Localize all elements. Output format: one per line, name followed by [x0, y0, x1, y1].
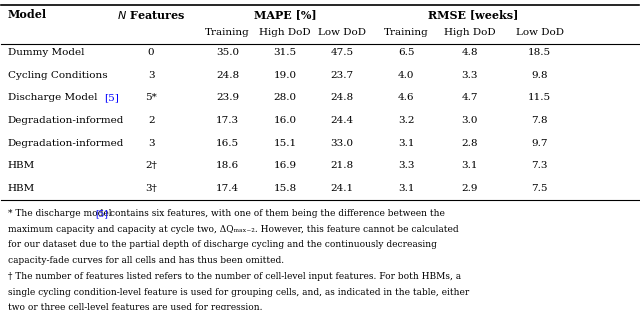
Text: 3.1: 3.1 — [461, 161, 478, 170]
Text: Training: Training — [205, 28, 250, 37]
Text: Degradation-informed: Degradation-informed — [8, 116, 124, 125]
Text: Degradation-informed: Degradation-informed — [8, 139, 124, 148]
Text: 7.8: 7.8 — [532, 116, 548, 125]
Text: 7.3: 7.3 — [532, 161, 548, 170]
Text: maximum capacity and capacity at cycle two, ΔQₘₐₓ₋₂. However, this feature canno: maximum capacity and capacity at cycle t… — [8, 225, 458, 234]
Text: 2†: 2† — [145, 161, 157, 170]
Text: 9.8: 9.8 — [532, 71, 548, 80]
Text: HBM: HBM — [8, 184, 35, 193]
Text: 4.0: 4.0 — [398, 71, 414, 80]
Text: Model: Model — [8, 9, 47, 20]
Text: 16.5: 16.5 — [216, 139, 239, 148]
Text: 3.1: 3.1 — [398, 184, 414, 193]
Text: 47.5: 47.5 — [331, 48, 354, 57]
Text: Training: Training — [383, 28, 428, 37]
Text: Low DoD: Low DoD — [516, 28, 564, 37]
Text: MAPE [%]: MAPE [%] — [253, 9, 316, 20]
Text: 18.5: 18.5 — [528, 48, 552, 57]
Text: 18.6: 18.6 — [216, 161, 239, 170]
Text: 2.9: 2.9 — [461, 184, 478, 193]
Text: 35.0: 35.0 — [216, 48, 239, 57]
Text: [5]: [5] — [104, 93, 120, 102]
Text: for our dataset due to the partial depth of discharge cycling and the continuous: for our dataset due to the partial depth… — [8, 240, 436, 249]
Text: 4.8: 4.8 — [461, 48, 478, 57]
Text: Discharge Model: Discharge Model — [8, 93, 100, 102]
Text: 31.5: 31.5 — [273, 48, 296, 57]
Text: 5*: 5* — [145, 93, 157, 102]
Text: High DoD: High DoD — [259, 28, 311, 37]
Text: 24.8: 24.8 — [216, 71, 239, 80]
Text: HBM: HBM — [8, 161, 35, 170]
Text: 23.9: 23.9 — [216, 93, 239, 102]
Text: 19.0: 19.0 — [273, 71, 296, 80]
Text: 17.4: 17.4 — [216, 184, 239, 193]
Text: Dummy Model: Dummy Model — [8, 48, 84, 57]
Text: High DoD: High DoD — [444, 28, 495, 37]
Text: 24.4: 24.4 — [331, 116, 354, 125]
Text: 24.1: 24.1 — [331, 184, 354, 193]
Text: RMSE [weeks]: RMSE [weeks] — [428, 9, 518, 20]
Text: two or three cell-level features are used for regression.: two or three cell-level features are use… — [8, 303, 262, 310]
Text: 16.0: 16.0 — [273, 116, 296, 125]
Text: single cycling condition-level feature is used for grouping cells, and, as indic: single cycling condition-level feature i… — [8, 288, 469, 297]
Text: 3.1: 3.1 — [398, 139, 414, 148]
Text: 3.3: 3.3 — [461, 71, 478, 80]
Text: 3†: 3† — [145, 184, 157, 193]
Text: 21.8: 21.8 — [331, 161, 354, 170]
Text: 3.3: 3.3 — [398, 161, 414, 170]
Text: 3.0: 3.0 — [461, 116, 478, 125]
Text: 28.0: 28.0 — [273, 93, 296, 102]
Text: $N$ Features: $N$ Features — [117, 9, 186, 21]
Text: capacity-fade curves for all cells and has thus been omitted.: capacity-fade curves for all cells and h… — [8, 256, 284, 265]
Text: 4.6: 4.6 — [398, 93, 414, 102]
Text: 24.8: 24.8 — [331, 93, 354, 102]
Text: 6.5: 6.5 — [398, 48, 414, 57]
Text: [5]: [5] — [96, 210, 109, 219]
Text: 9.7: 9.7 — [532, 139, 548, 148]
Text: 33.0: 33.0 — [331, 139, 354, 148]
Text: 3.2: 3.2 — [398, 116, 414, 125]
Text: 3: 3 — [148, 71, 154, 80]
Text: Low DoD: Low DoD — [318, 28, 366, 37]
Text: 23.7: 23.7 — [331, 71, 354, 80]
Text: 16.9: 16.9 — [273, 161, 296, 170]
Text: 2: 2 — [148, 116, 154, 125]
Text: 15.8: 15.8 — [273, 184, 296, 193]
Text: 4.7: 4.7 — [461, 93, 478, 102]
Text: 15.1: 15.1 — [273, 139, 296, 148]
Text: 2.8: 2.8 — [461, 139, 478, 148]
Text: 11.5: 11.5 — [528, 93, 552, 102]
Text: * The discharge model: * The discharge model — [8, 210, 114, 219]
Text: † The number of features listed refers to the number of cell-level input feature: † The number of features listed refers t… — [8, 272, 461, 281]
Text: Cycling Conditions: Cycling Conditions — [8, 71, 108, 80]
Text: contains six features, with one of them being the difference between the: contains six features, with one of them … — [107, 210, 445, 219]
Text: 17.3: 17.3 — [216, 116, 239, 125]
Text: 3: 3 — [148, 139, 154, 148]
Text: 0: 0 — [148, 48, 154, 57]
Text: 7.5: 7.5 — [532, 184, 548, 193]
